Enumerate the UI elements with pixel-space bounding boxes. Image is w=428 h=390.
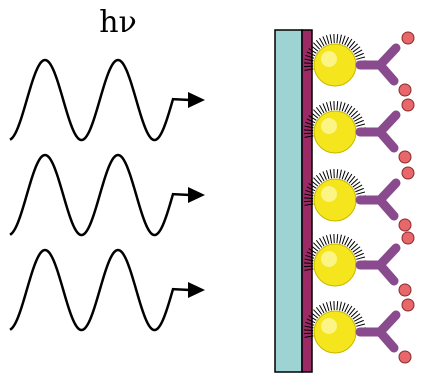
ligand — [337, 234, 338, 243]
antibody-arm — [380, 200, 394, 216]
ligand — [323, 303, 327, 311]
ligand — [326, 235, 328, 244]
ligand — [330, 169, 331, 178]
nanoparticle — [314, 111, 356, 153]
ligand — [355, 188, 363, 191]
ligand — [345, 172, 349, 180]
ligand — [337, 169, 338, 178]
ligand — [330, 234, 331, 243]
antigen — [402, 167, 414, 179]
antibody — [360, 99, 414, 163]
highlight — [321, 51, 337, 67]
antibody-arm — [380, 65, 394, 81]
ligand — [340, 235, 342, 244]
antibody — [360, 167, 414, 231]
antigen — [402, 299, 414, 311]
highlight — [321, 186, 337, 202]
ligand — [342, 103, 345, 112]
highlight — [321, 251, 337, 267]
ligand — [340, 302, 342, 311]
wave — [10, 250, 190, 330]
nanoparticle — [314, 244, 356, 286]
ligand — [345, 37, 349, 45]
waves — [10, 60, 205, 330]
ligand — [342, 236, 345, 245]
ligand — [345, 237, 349, 245]
nanoparticle — [314, 179, 356, 221]
ligand — [323, 36, 327, 44]
ligand — [323, 236, 327, 244]
ligand — [330, 301, 331, 310]
ligand — [345, 304, 349, 312]
ligand — [355, 253, 363, 256]
antigen — [402, 232, 414, 244]
ligand — [304, 330, 313, 331]
nanoparticle — [314, 311, 356, 353]
ligand — [304, 63, 313, 64]
ligand — [355, 320, 363, 323]
photon-label: hν — [99, 5, 137, 40]
antigen — [402, 99, 414, 111]
ligand — [340, 102, 342, 111]
antigen — [399, 284, 411, 296]
arrow-head — [188, 92, 205, 108]
substrate — [275, 30, 302, 372]
ligand — [330, 101, 331, 110]
ligand — [326, 302, 328, 311]
antibody — [360, 232, 414, 296]
ligand — [342, 171, 345, 180]
wave — [10, 60, 190, 140]
ligand — [337, 34, 338, 43]
antigen — [399, 151, 411, 163]
diagram: hν — [0, 0, 428, 390]
antibody-arm — [380, 132, 394, 148]
arrow-head — [188, 187, 205, 203]
ligand — [337, 101, 338, 110]
wave — [10, 155, 190, 235]
highlight — [321, 118, 337, 134]
ligand — [356, 257, 365, 259]
highlight — [321, 318, 337, 334]
antibody — [360, 32, 414, 96]
antigen — [402, 32, 414, 44]
ligand — [326, 102, 328, 111]
arrow-head — [188, 282, 205, 298]
ligand — [356, 324, 365, 326]
ligand — [326, 170, 328, 179]
antibody-arm — [380, 265, 394, 281]
ligand — [326, 35, 328, 44]
ligand — [337, 301, 338, 310]
ligand — [340, 35, 342, 44]
ligand — [345, 104, 349, 112]
ligand — [355, 120, 363, 123]
ligand — [304, 263, 313, 264]
ligand — [323, 171, 327, 179]
ligand — [304, 130, 313, 131]
ligand — [342, 36, 345, 45]
ligand — [356, 124, 365, 126]
ligand — [356, 57, 365, 59]
particles — [304, 32, 414, 363]
ligand — [304, 198, 313, 199]
ligand — [340, 170, 342, 179]
antigen — [399, 84, 411, 96]
antigen — [399, 219, 411, 231]
ligand — [355, 53, 363, 56]
antigen — [399, 351, 411, 363]
ligand — [323, 103, 327, 111]
ligand — [330, 34, 331, 43]
antibody-arm — [380, 332, 394, 348]
nanoparticle — [314, 44, 356, 86]
antibody — [360, 299, 414, 363]
ligand — [356, 192, 365, 194]
ligand — [342, 303, 345, 312]
